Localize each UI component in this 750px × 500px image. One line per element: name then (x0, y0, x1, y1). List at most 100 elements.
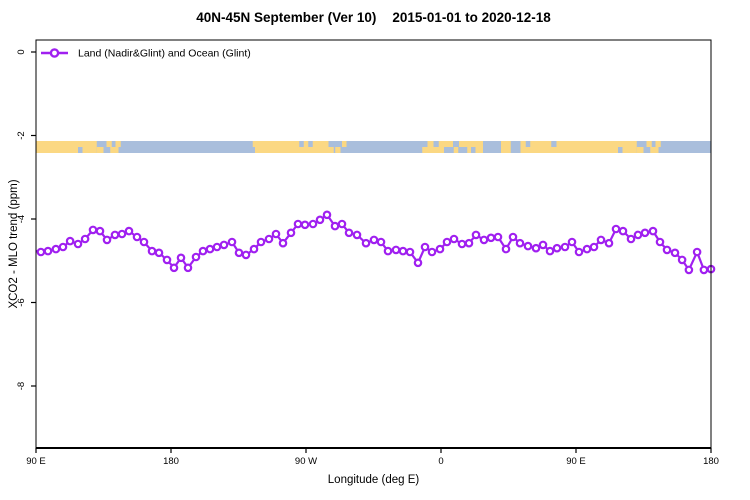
data-point-marker (523, 241, 533, 251)
data-point-marker (692, 247, 702, 257)
data-point-marker (369, 235, 379, 245)
chart-title-left: 40N-45N September (Ver 10) (196, 10, 377, 25)
data-point-marker (633, 230, 643, 240)
data-point-marker (212, 242, 222, 252)
data-point-marker (662, 245, 672, 255)
data-point-marker (596, 235, 606, 245)
data-point-marker (65, 236, 75, 246)
map-strip-sea (510, 141, 521, 153)
data-point-marker (271, 229, 281, 239)
data-point-marker (315, 215, 325, 225)
data-point-marker (361, 238, 371, 248)
data-point-marker (234, 248, 244, 258)
data-point-marker (501, 244, 511, 254)
data-point-marker (655, 237, 665, 247)
map-strip-land (636, 147, 644, 153)
data-point-marker (330, 221, 340, 231)
map-strip-land (106, 141, 112, 147)
map-strip-sea (551, 141, 557, 147)
data-point-marker (493, 232, 503, 242)
data-point-marker (405, 247, 415, 257)
data-point-marker (398, 246, 408, 256)
data-point-marker (110, 230, 120, 240)
data-point-marker (278, 238, 288, 248)
map-strip-sea (444, 147, 454, 153)
data-point-marker (88, 225, 98, 235)
data-point-marker (36, 247, 46, 257)
data-point-marker (684, 265, 694, 275)
data-point-marker (256, 237, 266, 247)
data-point-marker (205, 244, 215, 254)
data-point-marker (241, 250, 251, 260)
data-point-marker (391, 245, 401, 255)
data-point-marker (486, 233, 496, 243)
map-strip-land (650, 147, 659, 153)
data-point-marker (582, 244, 592, 254)
x-axis-title: Longitude (deg E) (327, 474, 420, 486)
data-point-marker (560, 242, 570, 252)
data-point-marker (73, 239, 83, 249)
data-point-marker (58, 242, 68, 252)
data-point-marker (176, 253, 186, 263)
map-strip-sea (483, 141, 501, 153)
data-point-marker (227, 237, 237, 247)
data-point-marker (183, 263, 193, 273)
map-strip-land (427, 141, 637, 153)
data-point-marker (538, 240, 548, 250)
map-strip-sea (78, 147, 83, 153)
x-tick-label: 90 E (26, 456, 46, 467)
map-strip-land (646, 141, 652, 147)
legend-label: Land (Nadir&Glint) and Ocean (Glint) (78, 48, 251, 60)
data-point-marker (132, 232, 142, 242)
data-point-marker (640, 228, 650, 238)
data-point-marker (139, 237, 149, 247)
map-strip-sea (308, 141, 313, 147)
y-tick-label: -6 (16, 298, 27, 306)
data-point-marker (531, 243, 541, 253)
map-strip-land (328, 147, 334, 153)
map-strip-land (342, 141, 347, 147)
data-point-marker (508, 232, 518, 242)
y-tick-label: -2 (16, 131, 27, 139)
data-point-marker (300, 220, 310, 230)
x-tick-label: 90 E (566, 456, 586, 467)
map-strip-sea (525, 141, 531, 147)
data-point-marker (699, 265, 709, 275)
data-point-marker (322, 210, 332, 220)
y-tick-label: -4 (16, 215, 27, 223)
x-tick-label: 90 W (295, 456, 317, 467)
data-point-marker (618, 226, 628, 236)
map-strip-land (422, 147, 428, 153)
data-point-marker (515, 238, 525, 248)
data-point-marker (80, 234, 90, 244)
data-point-marker (383, 246, 393, 256)
data-point-marker (286, 228, 296, 238)
map-strip-sea (618, 147, 623, 153)
data-point-marker (51, 244, 61, 254)
data-point-marker (162, 255, 172, 265)
data-point-marker (169, 263, 179, 273)
data-point-marker (337, 219, 347, 229)
map-strip-sea (453, 141, 459, 147)
y-tick-label: 0 (16, 49, 27, 54)
data-point-marker (95, 226, 105, 236)
data-point-marker (147, 246, 157, 256)
map-strip-land (655, 141, 661, 147)
data-point-marker (677, 255, 687, 265)
data-point-marker (479, 235, 489, 245)
data-point-marker (574, 247, 584, 257)
data-point-marker (427, 247, 437, 257)
data-point-marker (545, 246, 555, 256)
map-strip-sea (471, 147, 476, 153)
data-point-marker (471, 230, 481, 240)
data-point-marker (413, 258, 423, 268)
data-point-marker (198, 246, 208, 256)
data-point-marker (191, 252, 201, 262)
map-strip-sea (458, 147, 468, 153)
data-point-marker (219, 240, 229, 250)
x-tick-label: 180 (703, 456, 719, 467)
map-strip-sea (433, 141, 439, 147)
x-tick-label: 180 (163, 456, 179, 467)
y-tick-label: -8 (16, 382, 27, 390)
